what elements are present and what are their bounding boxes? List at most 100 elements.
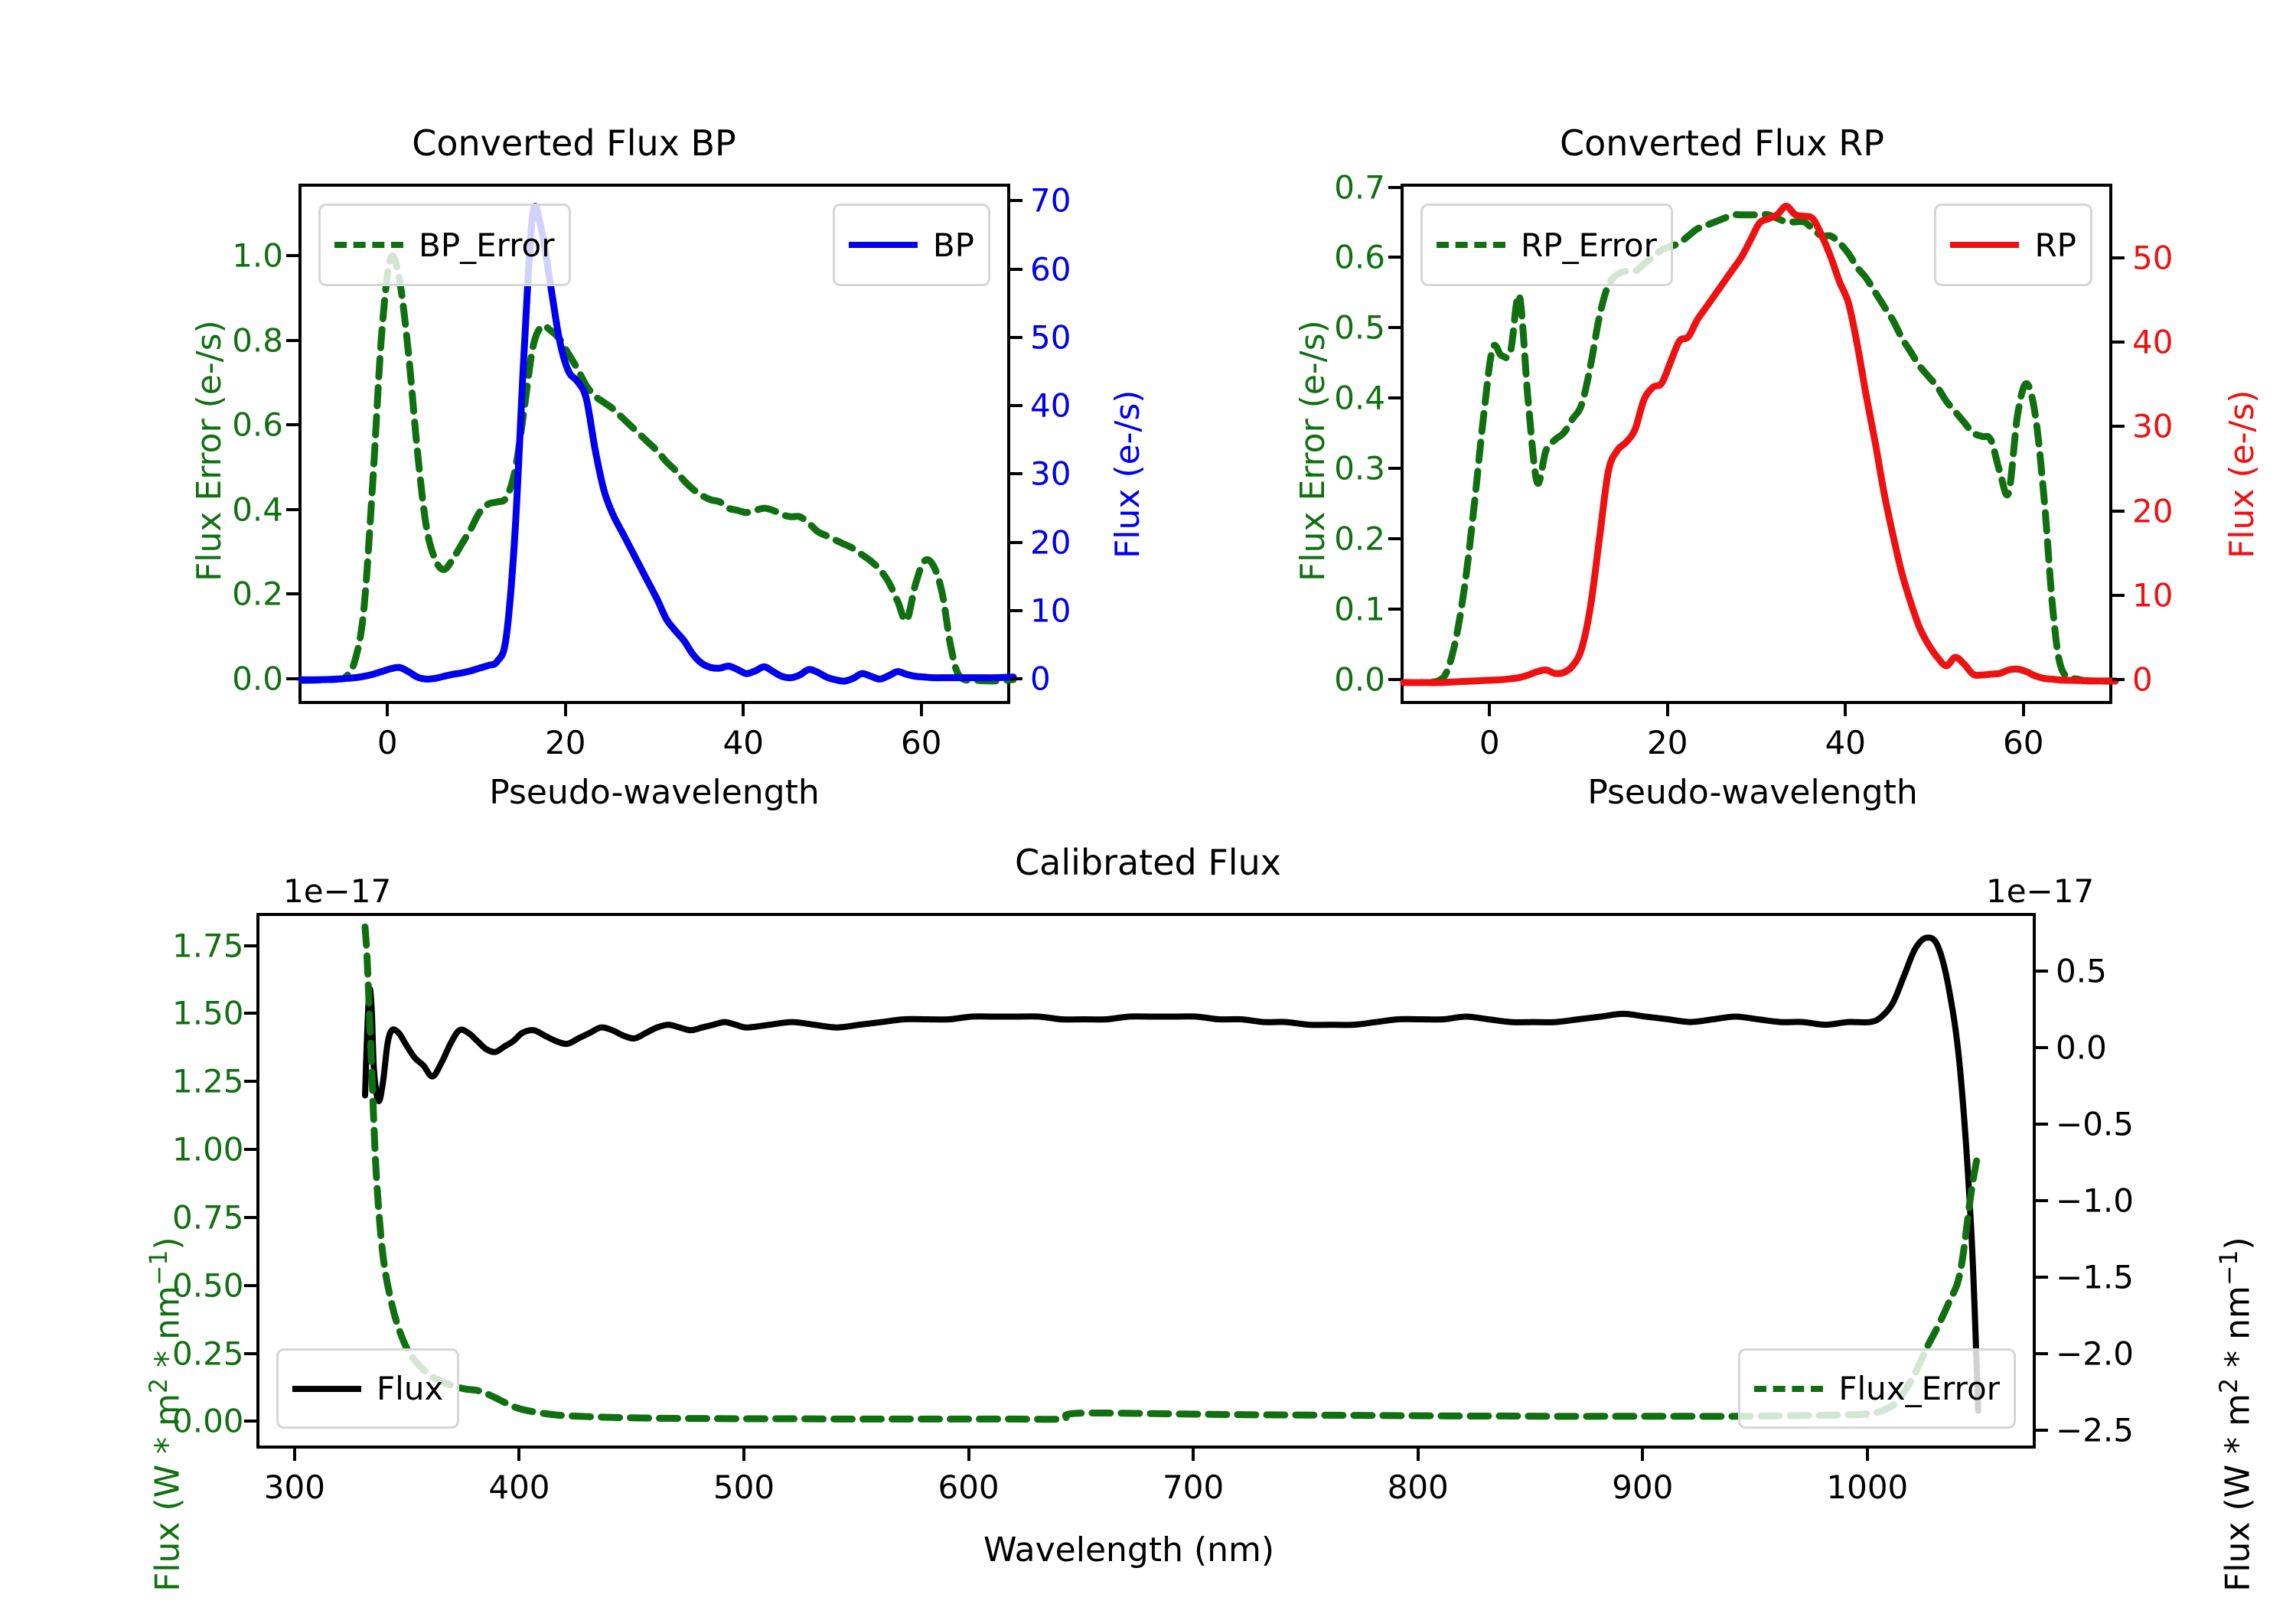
cal-ticks-ytickmark-left — [244, 1215, 256, 1219]
axis-title-bp-right: Flux (e-/s) — [1108, 390, 1147, 559]
cal-ticks-ytickmark-right — [2036, 970, 2048, 973]
bp-ticks-ytickmark-left — [286, 423, 298, 427]
cal-ticks-ytick-left: 1.25 — [172, 1062, 244, 1100]
rp-ticks-xtickmark — [1488, 704, 1492, 716]
rp-ticks-ytickmark-left — [1388, 467, 1401, 471]
rp-ticks-ytick-left: 0.6 — [1334, 238, 1385, 276]
bp-ticks-ytickmark-right — [1010, 267, 1022, 271]
bp-ticks-ytick-right: 70 — [1030, 181, 1071, 220]
bp-ticks-ytick-left: 0.2 — [232, 575, 283, 613]
bp-ticks-xtickmark — [386, 704, 390, 716]
legend-flux[interactable]: Flux — [276, 1348, 460, 1429]
axes-rp: RP_Error RP — [1400, 184, 2119, 704]
cal-ticks-xtick: 500 — [713, 1468, 775, 1506]
axis-title-bp-left: Flux Error (e-/s) — [190, 320, 229, 582]
rp-ticks-ytick-left: 0.3 — [1334, 449, 1385, 487]
bp-ticks-ytickmark-right — [1010, 540, 1022, 544]
bp-ticks-xtick: 20 — [545, 724, 586, 761]
cal-ticks-ytick-right: −1.5 — [2056, 1258, 2134, 1296]
legend-rp[interactable]: RP — [1934, 204, 2092, 286]
bp-ticks-ytickmark-right — [1010, 472, 1022, 476]
legend-bp-error[interactable]: BP_Error — [318, 204, 571, 286]
cal-ticks-xtick: 600 — [938, 1468, 1000, 1506]
bp-ticks-xtickmark — [742, 704, 745, 716]
rp-ticks-ytick-right: 10 — [2132, 576, 2174, 614]
legend-flux-error[interactable]: Flux_Error — [1738, 1348, 2016, 1429]
cal-ticks-xtick: 800 — [1387, 1468, 1449, 1506]
cal-ticks-ytick-left: 0.50 — [172, 1266, 244, 1305]
legend-label-rp: RP — [2034, 226, 2076, 264]
panel-converted-flux-rp: Converted Flux RP Flux Error (e-/s) Flux… — [1148, 0, 2296, 812]
cal-ticks-ytick-left: 0.00 — [172, 1402, 244, 1440]
cal-ticks-ytick-right: −1.0 — [2056, 1182, 2134, 1220]
rp-ticks-ytick-left: 0.7 — [1334, 168, 1385, 207]
bp-ticks-ytick-right: 60 — [1030, 250, 1071, 288]
rp-ticks-ytickmark-right — [2112, 341, 2125, 344]
axis-title-bp-x: Pseudo-wavelength — [489, 773, 820, 812]
legend-rp-error[interactable]: RP_Error — [1420, 204, 1673, 286]
rp-ticks-ytickmark-left — [1388, 396, 1401, 400]
bp-ticks-ytick-right: 0 — [1030, 660, 1051, 698]
rp-ticks-ytickmark-right — [2112, 425, 2125, 429]
cal-ticks-xtickmark — [1192, 1449, 1195, 1461]
cal-ticks-ytickmark-right — [2036, 1199, 2048, 1202]
cal-ticks-xtickmark — [517, 1449, 521, 1461]
bp-ticks-ytickmark-left — [286, 507, 298, 511]
cal-ticks-xtickmark — [1416, 1449, 1420, 1461]
rp-ticks-ytickmark-right — [2112, 593, 2125, 597]
bp-ticks-xtickmark — [563, 704, 567, 716]
cal-ticks-ytickmark-left — [244, 1420, 256, 1423]
cal-ticks-ytick-left: 0.25 — [172, 1335, 244, 1373]
plot-area-bp — [298, 203, 1017, 685]
rp-ticks-ytick-left: 0.1 — [1334, 590, 1385, 628]
legend-bp[interactable]: BP — [832, 204, 990, 286]
cal-ticks-ytickmark-right — [2036, 1429, 2048, 1432]
cal-ticks-xtickmark — [742, 1449, 746, 1461]
bp-ticks-xtickmark — [919, 704, 923, 716]
cal-ticks-ytickmark-left — [244, 944, 256, 947]
rp-ticks-xtickmark — [1844, 704, 1848, 716]
legend-label-bp: BP — [932, 226, 974, 264]
rp-ticks-ytickmark-right — [2112, 509, 2125, 513]
legend-label-flux-error: Flux_Error — [1838, 1370, 2000, 1407]
rp-ticks-xtick: 40 — [1825, 724, 1866, 761]
legend-line-flux — [292, 1385, 361, 1392]
rp-ticks-xtick: 0 — [1479, 724, 1500, 761]
cal-ticks-ytick-right: 0.0 — [2056, 1028, 2107, 1067]
bp-ticks-ytick-right: 50 — [1030, 318, 1071, 357]
cal-ticks-xtickmark — [967, 1449, 970, 1461]
bp-ticks-ytickmark-left — [286, 592, 298, 596]
bp-ticks-ytickmark-right — [1010, 199, 1022, 203]
panel-converted-flux-bp: Converted Flux BP Flux Error (e-/s) Flux… — [0, 0, 1148, 812]
legend-label-rp-error: RP_Error — [1521, 226, 1657, 264]
rp-ticks-ytick-left: 0.5 — [1334, 308, 1385, 347]
panel-title-rp: Converted Flux RP — [1560, 122, 1884, 164]
bp-ticks-ytick-right: 30 — [1030, 455, 1071, 493]
bp-ticks-ytickmark-left — [286, 338, 298, 342]
rp-ticks-ytickmark-right — [2112, 678, 2125, 682]
cal-ticks-ytick-right: 0.5 — [2056, 952, 2107, 990]
rp-ticks-xtickmark — [1665, 704, 1669, 716]
bp-ticks-xtick: 60 — [901, 724, 942, 761]
bp-ticks-ytickmark-right — [1010, 676, 1022, 680]
cal-ticks-ytick-left: 1.00 — [172, 1130, 244, 1169]
rp-ticks-ytick-left: 0.4 — [1334, 379, 1385, 417]
cal-ticks-xtick: 300 — [263, 1468, 325, 1506]
cal-ticks-ytick-left: 1.75 — [172, 927, 244, 965]
cal-ticks-xtick: 1000 — [1826, 1468, 1909, 1506]
rp-ticks-ytick-left: 0.0 — [1334, 660, 1385, 699]
rp-ticks-ytick-right: 0 — [2132, 660, 2153, 699]
rp-ticks-ytickmark-left — [1388, 607, 1401, 611]
bp-ticks-ytickmark-right — [1010, 608, 1022, 612]
rp-ticks-ytickmark-left — [1388, 326, 1401, 330]
cal-ticks-ytickmark-left — [244, 1012, 256, 1015]
cal-ticks-xtickmark — [1865, 1449, 1869, 1461]
legend-line-rp-error — [1437, 242, 1505, 248]
rp-ticks-ytick-right: 20 — [2132, 492, 2174, 530]
rp-ticks-ytick-right: 30 — [2132, 407, 2174, 445]
rp-ticks-ytickmark-left — [1388, 185, 1401, 189]
bp-ticks-ytickmark-right — [1010, 404, 1022, 408]
bp-ticks-ytick-right: 40 — [1030, 386, 1071, 425]
cal-ticks-ytick-left: 1.50 — [172, 994, 244, 1032]
bp-ticks-ytick-left: 0.6 — [232, 406, 283, 444]
